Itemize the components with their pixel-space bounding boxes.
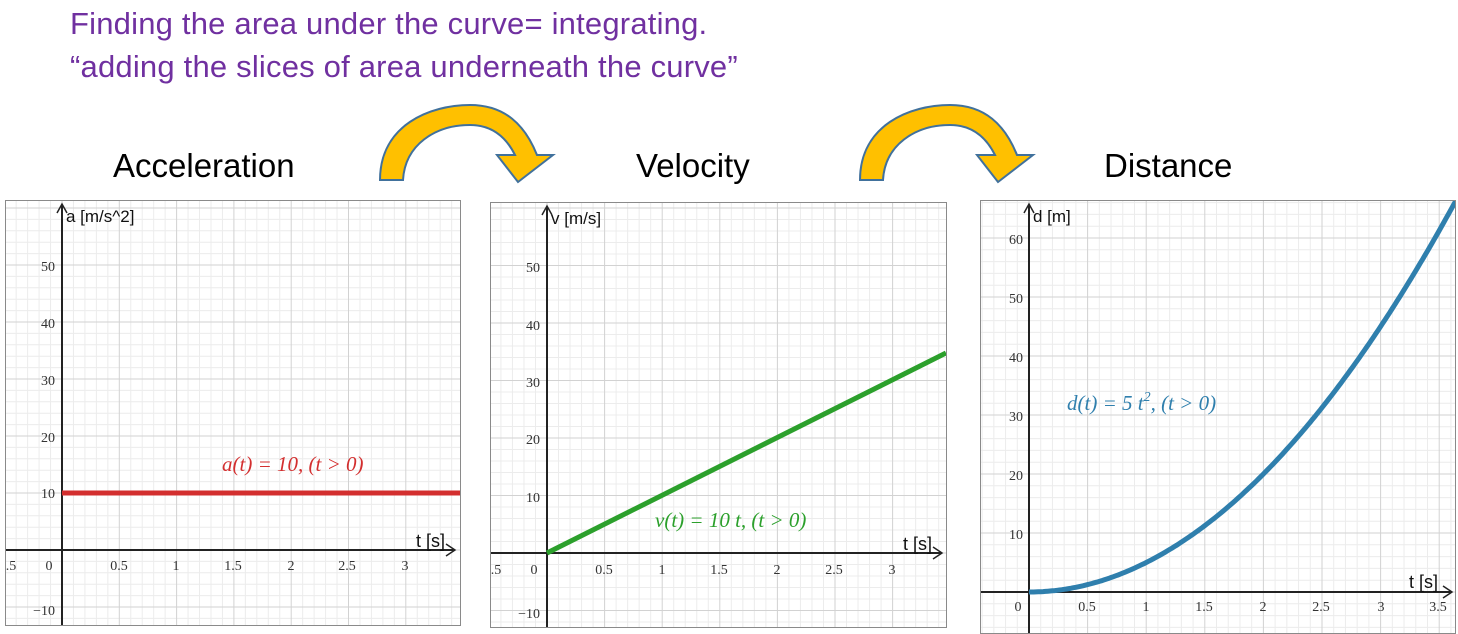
velocity-equation: v(t) = 10 t, (t > 0) xyxy=(655,508,806,532)
svg-text:0: 0 xyxy=(1015,600,1022,615)
acceleration-chart: a [m/s^2] t [s] .5 0 0.5 1 1.5 2 2.5 3 5… xyxy=(5,200,461,626)
svg-text:2.5: 2.5 xyxy=(338,559,356,574)
svg-text:30: 30 xyxy=(41,374,55,389)
heading-line-2: “adding the slices of area underneath th… xyxy=(70,49,738,84)
x-axis-label: t [s] xyxy=(416,531,445,551)
svg-text:0: 0 xyxy=(46,559,53,574)
svg-text:2: 2 xyxy=(774,563,781,578)
svg-text:50: 50 xyxy=(1009,292,1023,307)
svg-text:2: 2 xyxy=(288,559,295,574)
y-axis-label: d [m] xyxy=(1033,207,1071,226)
heading-line-1: Finding the area under the curve= integr… xyxy=(70,6,708,41)
svg-text:3: 3 xyxy=(1378,600,1385,615)
y-axis-label: a [m/s^2] xyxy=(66,207,134,226)
svg-text:3: 3 xyxy=(889,563,896,578)
svg-text:1: 1 xyxy=(173,559,180,574)
svg-text:−10: −10 xyxy=(33,604,55,619)
svg-text:.5: .5 xyxy=(491,563,501,578)
distance-title: Distance xyxy=(1104,147,1233,184)
curved-arrow-icon xyxy=(858,103,1036,184)
acceleration-plot: a [m/s^2] t [s] .5 0 0.5 1 1.5 2 2.5 3 5… xyxy=(6,201,460,625)
velocity-chart: v [m/s] t [s] .5 0 0.5 1 1.5 2 2.5 3 50 … xyxy=(490,202,947,628)
distance-equation: d(t) = 5 t2, (t > 0) xyxy=(1067,390,1216,415)
svg-text:30: 30 xyxy=(1009,410,1023,425)
x-axis-label: t [s] xyxy=(1409,572,1438,592)
svg-text:.5: .5 xyxy=(6,559,16,574)
svg-text:40: 40 xyxy=(41,317,55,332)
acceleration-title: Acceleration xyxy=(113,147,295,184)
velocity-title: Velocity xyxy=(636,147,750,184)
svg-text:20: 20 xyxy=(41,431,55,446)
svg-text:2: 2 xyxy=(1260,600,1267,615)
acceleration-equation: a(t) = 10, (t > 0) xyxy=(222,452,363,476)
svg-text:10: 10 xyxy=(41,487,55,502)
svg-text:40: 40 xyxy=(526,319,540,334)
svg-text:50: 50 xyxy=(41,260,55,275)
svg-text:1: 1 xyxy=(1143,600,1150,615)
svg-text:60: 60 xyxy=(1009,233,1023,248)
curved-arrow-icon xyxy=(378,103,556,184)
y-axis-label: v [m/s] xyxy=(551,209,601,228)
distance-chart: d [m] t [s] 0 0.5 1 1.5 2 2.5 3 3.5 60 5… xyxy=(980,200,1456,634)
svg-text:1.5: 1.5 xyxy=(710,563,728,578)
velocity-plot: v [m/s] t [s] .5 0 0.5 1 1.5 2 2.5 3 50 … xyxy=(491,203,946,627)
svg-text:3.5: 3.5 xyxy=(1429,600,1447,615)
x-axis-label: t [s] xyxy=(903,534,932,554)
svg-text:0: 0 xyxy=(531,563,538,578)
svg-text:1.5: 1.5 xyxy=(1195,600,1213,615)
velocity-series-line xyxy=(545,350,946,556)
svg-text:0.5: 0.5 xyxy=(1078,600,1096,615)
svg-text:1: 1 xyxy=(659,563,666,578)
svg-text:2.5: 2.5 xyxy=(825,563,843,578)
svg-text:2.5: 2.5 xyxy=(1312,600,1330,615)
svg-text:10: 10 xyxy=(1009,528,1023,543)
svg-text:0.5: 0.5 xyxy=(595,563,613,578)
svg-text:20: 20 xyxy=(1009,469,1023,484)
svg-text:0.5: 0.5 xyxy=(110,559,128,574)
svg-text:30: 30 xyxy=(526,376,540,391)
svg-text:10: 10 xyxy=(526,491,540,506)
distance-series-curve xyxy=(1029,201,1455,595)
svg-text:40: 40 xyxy=(1009,351,1023,366)
distance-plot: d [m] t [s] 0 0.5 1 1.5 2 2.5 3 3.5 60 5… xyxy=(981,201,1455,633)
svg-text:20: 20 xyxy=(526,433,540,448)
svg-text:3: 3 xyxy=(402,559,409,574)
svg-text:50: 50 xyxy=(526,261,540,276)
svg-text:1.5: 1.5 xyxy=(224,559,242,574)
svg-text:−10: −10 xyxy=(518,607,540,622)
